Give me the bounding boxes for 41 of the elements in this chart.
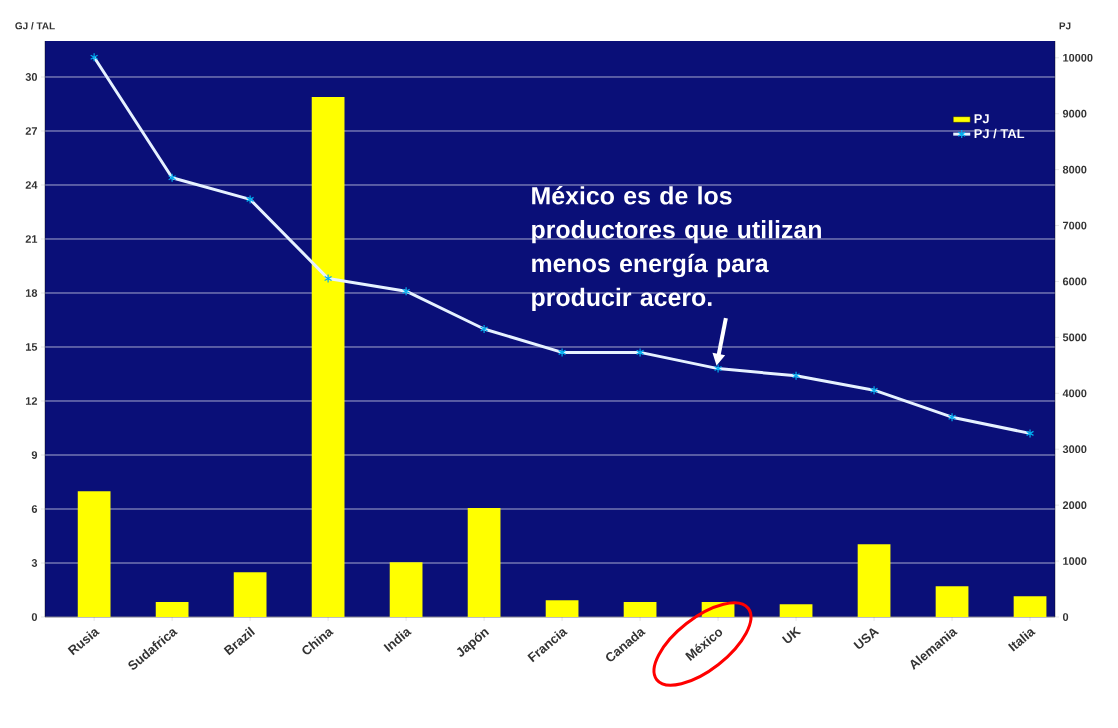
legend-label: PJ / TAL [974, 128, 1025, 139]
bar [779, 604, 813, 617]
bar [623, 601, 657, 617]
y2-tick-label: 5000 [1062, 333, 1087, 342]
y2-tick-label: 0 [1062, 613, 1069, 621]
bar [467, 507, 501, 617]
bar [77, 491, 111, 617]
x-tick-label: UK [781, 626, 802, 644]
bar [389, 562, 423, 617]
bar [1013, 596, 1047, 617]
annotation: México es de los productores que utilizan menos energía para producir acero. [532, 186, 821, 312]
y-tick-label: 30 [25, 73, 38, 81]
y2-tick-label: 8000 [1062, 165, 1087, 174]
bar [311, 96, 345, 617]
y-tick-label: 0 [31, 613, 38, 621]
y2-tick-label: 1000 [1063, 557, 1087, 565]
y-axis-title: GJ / TAL [15, 22, 55, 30]
y-tick-label: 21 [25, 235, 38, 243]
y2-tick-label: 10000 [1063, 53, 1093, 62]
y2-tick-label: 2000 [1062, 501, 1087, 510]
y-tick-label: 12 [25, 397, 38, 405]
y-tick-label: 6 [31, 505, 38, 513]
bar [545, 600, 579, 617]
y2-tick-label: 3000 [1062, 445, 1087, 454]
y2-tick-label: 6000 [1062, 277, 1087, 286]
x-tick-label: USA [853, 628, 880, 649]
y-tick-label: 3 [31, 559, 38, 567]
bar [155, 601, 189, 617]
y-tick-label: 27 [25, 127, 37, 135]
y2-tick-label: 4000 [1062, 389, 1087, 398]
legend-label: PJ [974, 114, 989, 124]
y-tick-label: 9 [31, 451, 38, 459]
y-tick-label: 15 [25, 343, 38, 351]
y2-tick-label: 7000 [1062, 221, 1087, 230]
y2-axis-title: PJ [1059, 22, 1071, 30]
y2-tick-label: 9000 [1062, 109, 1087, 118]
y-tick-label: 18 [25, 289, 38, 297]
bar [935, 586, 969, 617]
y-tick-label: 24 [25, 181, 38, 189]
bar [857, 544, 891, 617]
bar [233, 572, 267, 617]
